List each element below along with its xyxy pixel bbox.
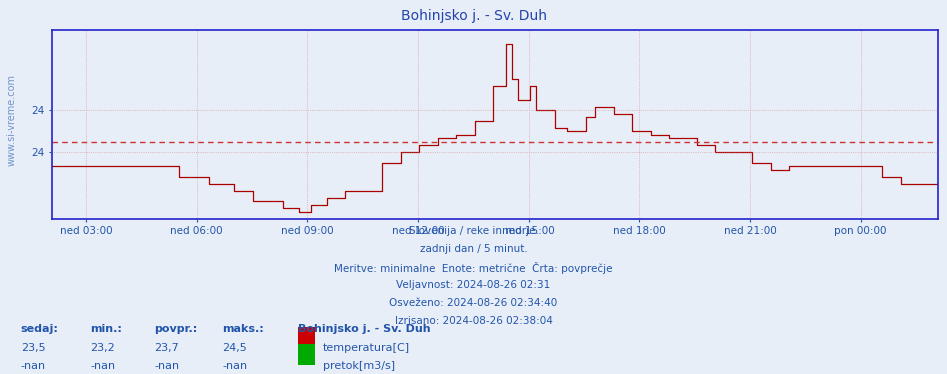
Text: 24,5: 24,5 [223,343,247,353]
Text: Meritve: minimalne  Enote: metrične  Črta: povprečje: Meritve: minimalne Enote: metrične Črta:… [334,262,613,274]
Text: -nan: -nan [154,361,180,371]
Text: Veljavnost: 2024-08-26 02:31: Veljavnost: 2024-08-26 02:31 [397,280,550,290]
Text: maks.:: maks.: [223,324,264,334]
Text: -nan: -nan [223,361,248,371]
Text: -nan: -nan [90,361,116,371]
Text: 23,5: 23,5 [21,343,45,353]
Text: -nan: -nan [21,361,46,371]
Text: pretok[m3/s]: pretok[m3/s] [323,361,395,371]
Text: povpr.:: povpr.: [154,324,198,334]
Text: min.:: min.: [90,324,122,334]
Text: Izrisano: 2024-08-26 02:38:04: Izrisano: 2024-08-26 02:38:04 [395,316,552,326]
Text: Slovenija / reke in morje.: Slovenija / reke in morje. [408,226,539,236]
Text: zadnji dan / 5 minut.: zadnji dan / 5 minut. [420,244,527,254]
Text: 23,2: 23,2 [90,343,115,353]
Text: www.si-vreme.com: www.si-vreme.com [7,74,16,166]
Text: temperatura[C]: temperatura[C] [323,343,410,353]
Text: 23,7: 23,7 [154,343,179,353]
Text: Osveženo: 2024-08-26 02:34:40: Osveženo: 2024-08-26 02:34:40 [389,298,558,308]
Text: sedaj:: sedaj: [21,324,59,334]
Text: Bohinjsko j. - Sv. Duh: Bohinjsko j. - Sv. Duh [401,9,546,23]
Text: Bohinjsko j. - Sv. Duh: Bohinjsko j. - Sv. Duh [298,324,431,334]
